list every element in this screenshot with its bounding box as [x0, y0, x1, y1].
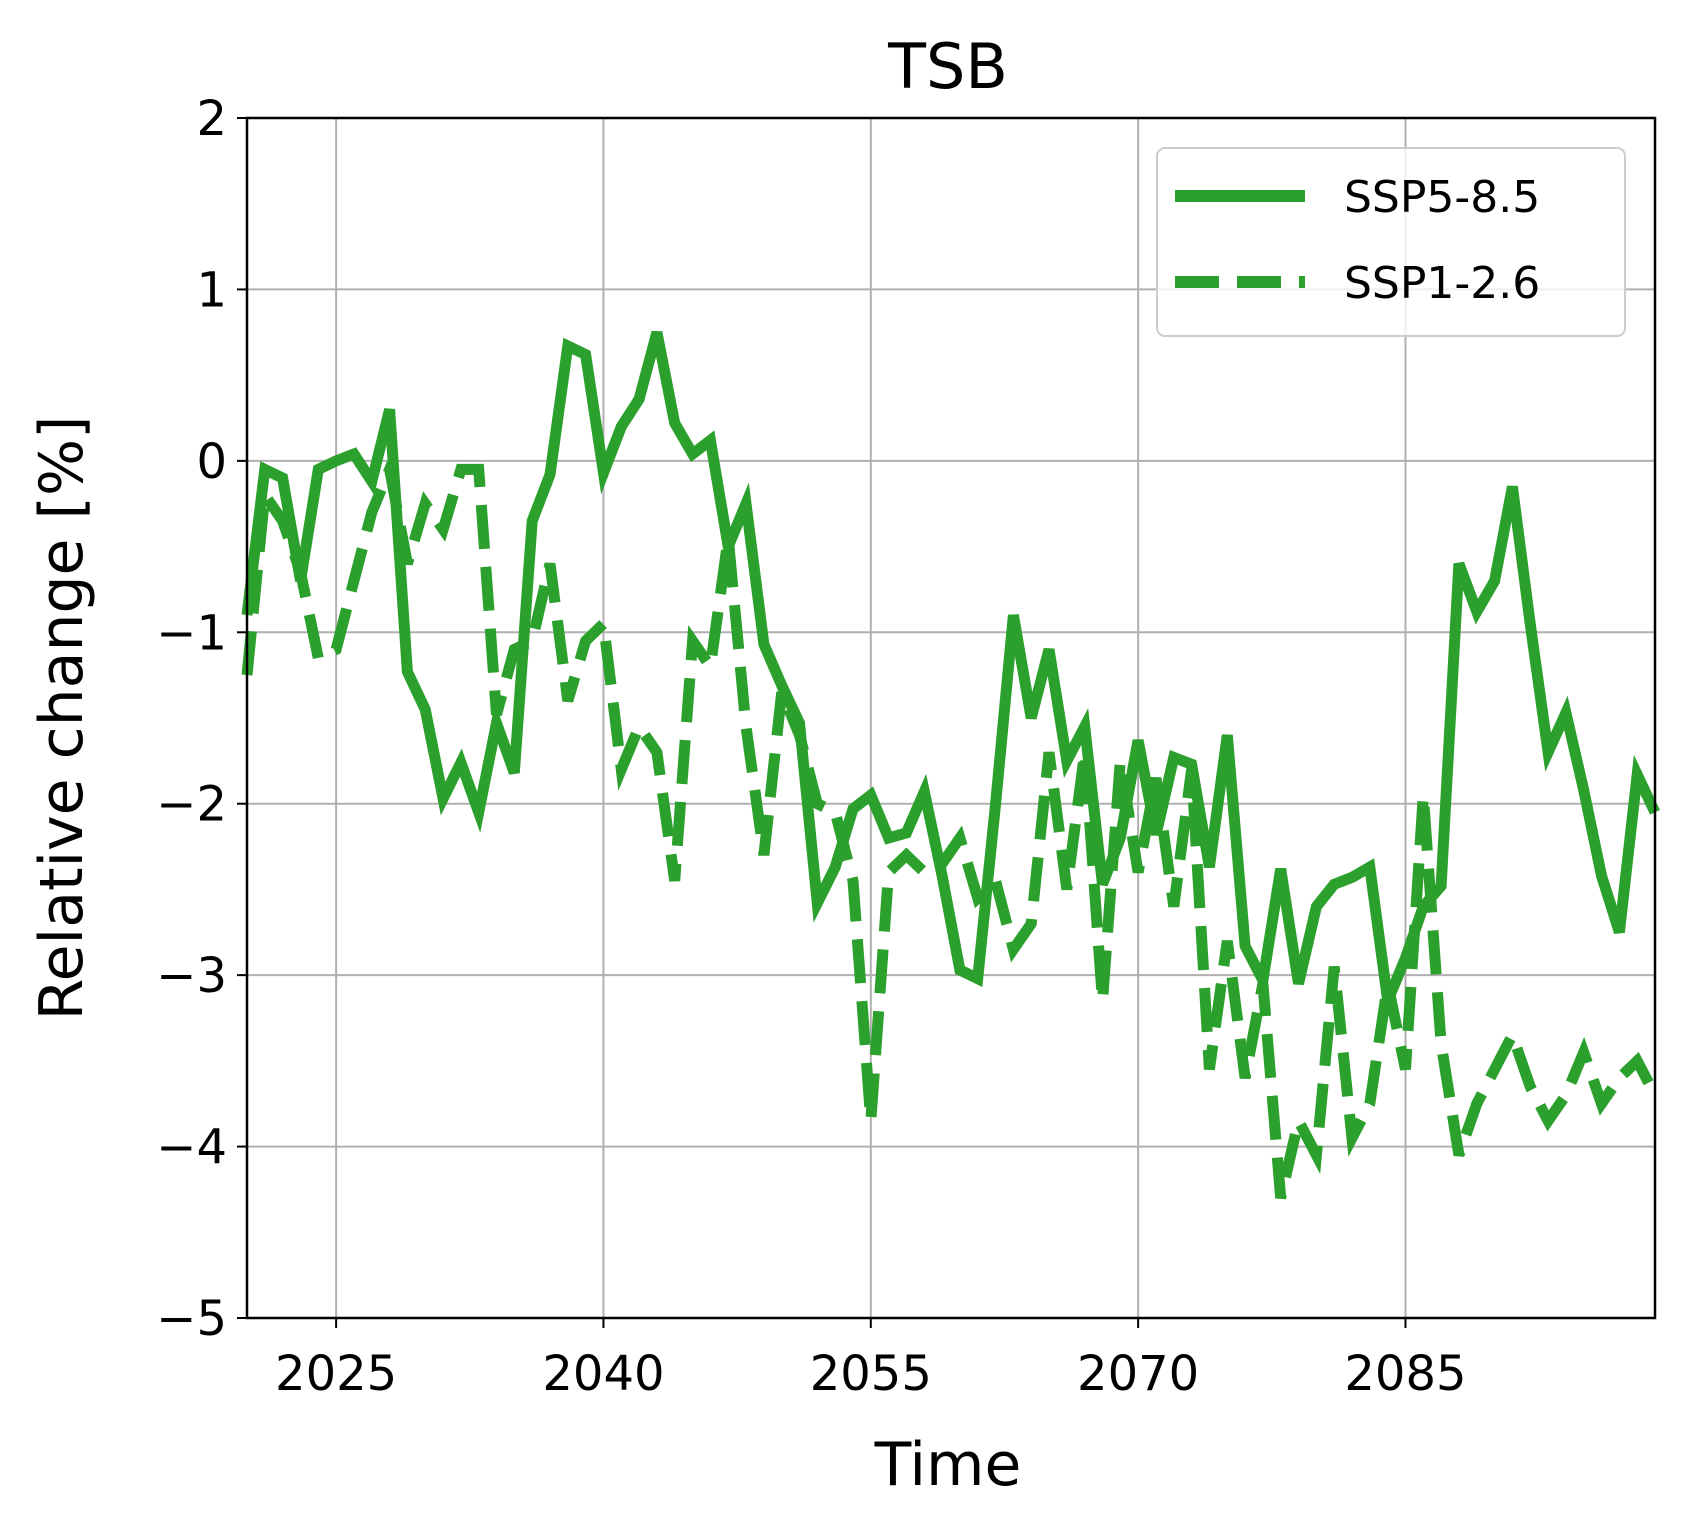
y-tick-label: −5	[156, 1291, 227, 1347]
y-tick-label: −2	[156, 777, 227, 833]
x-axis-label: Time	[874, 1430, 1022, 1500]
y-tick-label: −4	[156, 1120, 227, 1176]
chart-title: TSB	[887, 30, 1008, 103]
x-tick-label: 2040	[542, 1346, 664, 1402]
x-tick-label: 2055	[810, 1346, 932, 1402]
legend-label-ssp126: SSP1-2.6	[1344, 258, 1540, 309]
y-tick-label: −3	[156, 948, 227, 1004]
series-line-ssp585	[241, 330, 1660, 1022]
y-tick-label: 2	[196, 91, 227, 147]
x-tick-label: 2085	[1344, 1346, 1466, 1402]
y-tick-label: 0	[196, 434, 227, 490]
x-tick-label: 2025	[275, 1346, 397, 1402]
y-tick-label: 1	[196, 262, 227, 318]
series-group	[241, 330, 1660, 1200]
plot-frame	[245, 116, 1657, 1320]
axis-ticks: 2025 2040 2055 2070 2085 −5 −4 −3 −2 −1 0 1 2	[156, 91, 1466, 1402]
x-tick-label: 2070	[1077, 1346, 1199, 1402]
legend-label-ssp585: SSP5-8.5	[1344, 172, 1540, 223]
legend: SSP5-8.5 SSP1-2.6	[1156, 147, 1626, 337]
y-tick-label: −1	[156, 605, 227, 661]
y-axis-label: Relative change [%]	[27, 416, 97, 1021]
series-line-ssp126	[241, 450, 1660, 1200]
